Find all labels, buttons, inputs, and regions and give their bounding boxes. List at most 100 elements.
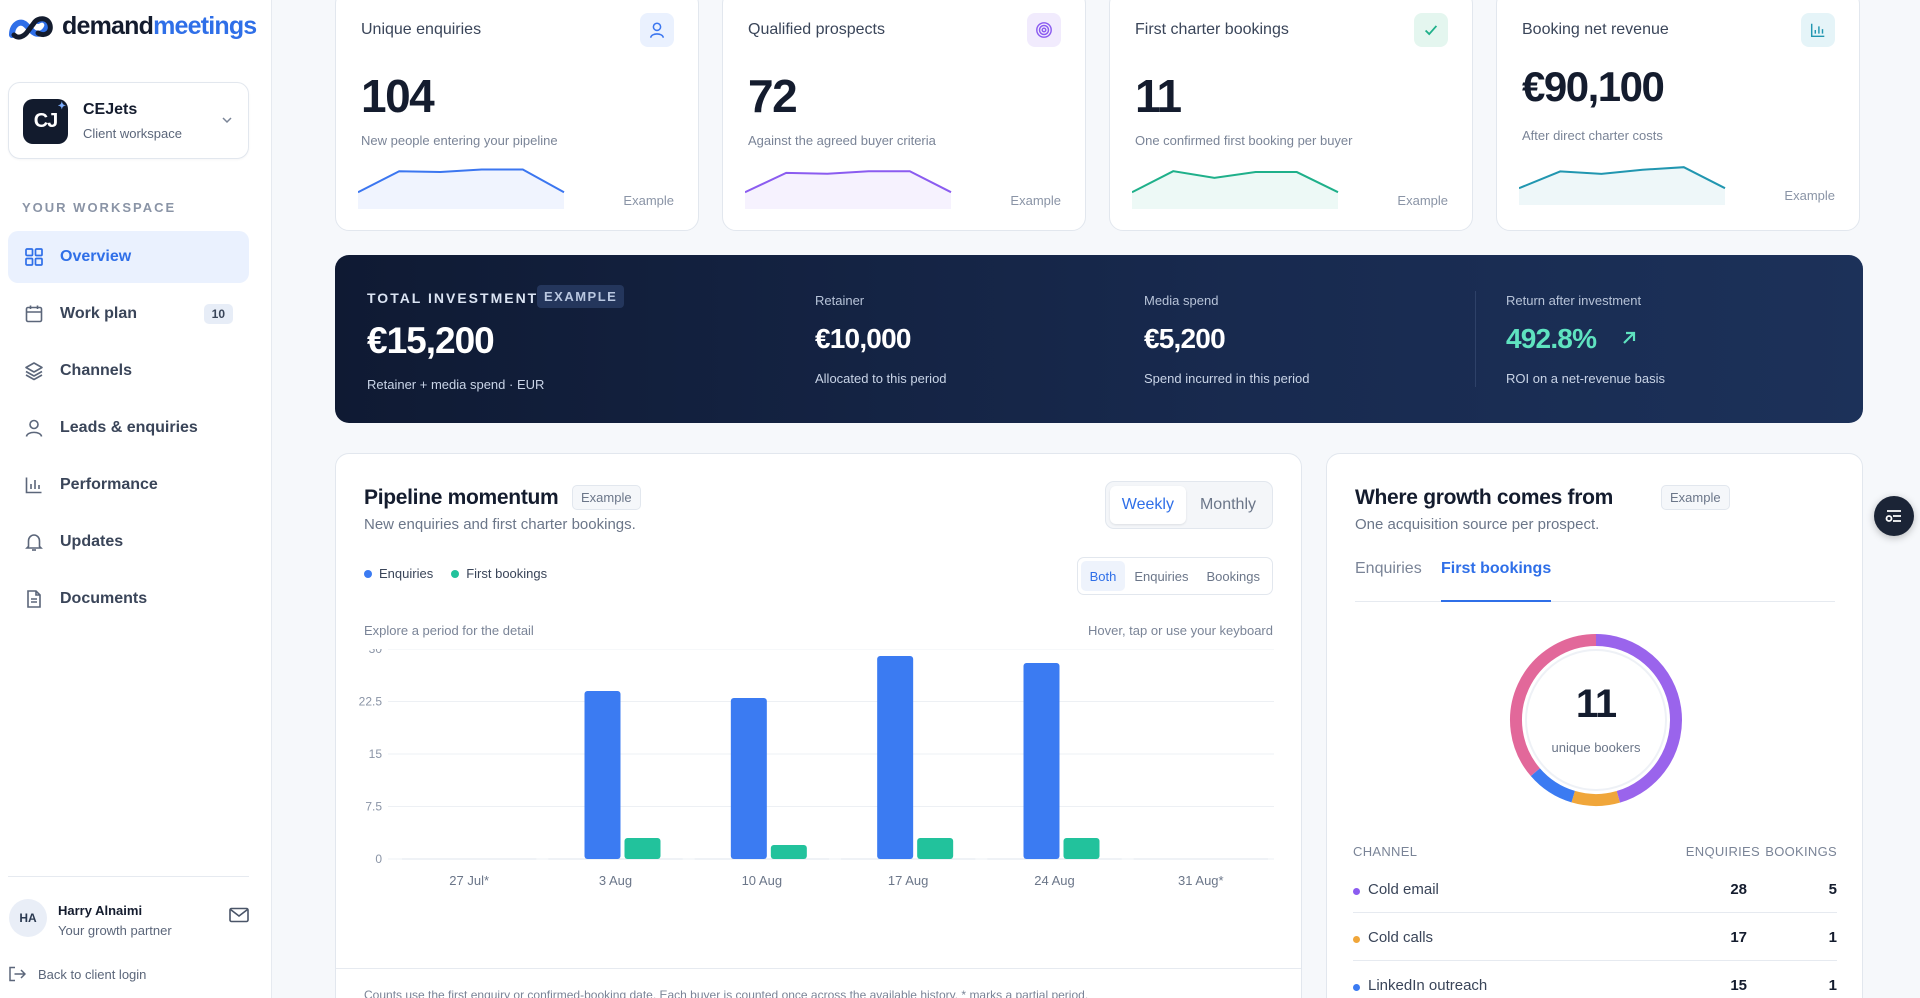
investment-summary-banner: TOTAL INVESTMENT EXAMPLE €15,200 Retaine… xyxy=(335,255,1863,423)
tab-first-bookings[interactable]: First bookings xyxy=(1441,560,1552,602)
sidebar-item-channels[interactable]: Channels xyxy=(8,345,249,397)
weekly-option[interactable]: Weekly xyxy=(1109,486,1186,524)
bookings-donut-chart[interactable] xyxy=(1502,626,1690,814)
bar-enquiries[interactable] xyxy=(1023,663,1060,859)
filter-both[interactable]: Both xyxy=(1080,561,1126,591)
donut-segment[interactable] xyxy=(1595,634,1682,803)
retainer-subtitle: Allocated to this period xyxy=(815,371,947,386)
chart-footnote: Counts use the first enquiry or confirme… xyxy=(364,988,1089,998)
donut-center-value: 11 xyxy=(1575,682,1617,726)
workspace-switcher[interactable]: CJ ✦ CEJets Client workspace xyxy=(8,82,249,159)
stat-subtitle: One confirmed first booking per buyer xyxy=(1135,133,1353,148)
retainer-value: €10,000 xyxy=(815,323,911,354)
back-to-login-link[interactable]: Back to client login xyxy=(8,966,146,982)
stat-card-first-charter-bookings[interactable]: First charter bookings 11 One confirmed … xyxy=(1109,0,1473,231)
tab-enquiries[interactable]: Enquiries xyxy=(1355,560,1422,577)
panel-footer-divider xyxy=(336,968,1301,969)
pipeline-bar-chart[interactable]: 0 7.5 15 22.5 30 27 Jul* 3 Aug 10 Aug 17 Aug 24 A… xyxy=(336,649,1303,919)
sidebar-item-updates[interactable]: Updates xyxy=(8,516,249,568)
sidebar-item-label: Updates xyxy=(60,533,124,550)
investment-total-value: €15,200 xyxy=(367,320,495,361)
media-spend-label: Media spend xyxy=(1144,293,1219,308)
logout-icon xyxy=(9,966,26,982)
channel-name: LinkedIn outreach xyxy=(1368,977,1488,994)
bar-first-bookings[interactable] xyxy=(624,838,661,859)
mail-icon[interactable] xyxy=(229,907,249,923)
panel-title: Where growth comes from xyxy=(1355,486,1613,509)
table-row[interactable]: Cold calls 17 1 xyxy=(1353,914,1837,961)
x-tick-label: 17 Aug xyxy=(888,873,929,888)
channel-color-dot xyxy=(1353,888,1360,895)
stat-value: €90,100 xyxy=(1522,63,1665,110)
example-label: Example xyxy=(623,193,674,208)
sidebar-item-label: Documents xyxy=(60,590,148,607)
stat-title: Booking net revenue xyxy=(1522,21,1669,38)
filter-enquiries[interactable]: Enquiries xyxy=(1134,568,1189,584)
document-icon xyxy=(24,589,44,609)
retainer-label: Retainer xyxy=(815,293,865,308)
work-plan-count-badge: 10 xyxy=(203,304,233,324)
stat-card-qualified-prospects[interactable]: Qualified prospects 72 Against the agree… xyxy=(722,0,1086,231)
example-label: Example xyxy=(1397,193,1448,208)
investment-label: TOTAL INVESTMENT xyxy=(367,290,539,306)
bar-first-bookings[interactable] xyxy=(770,845,807,859)
grid-icon xyxy=(24,247,44,267)
bar-chart-icon xyxy=(24,475,44,495)
table-row[interactable]: LinkedIn outreach 15 1 xyxy=(1353,962,1837,998)
sidebar-item-label: Channels xyxy=(60,362,133,379)
stat-value: 72 xyxy=(748,70,798,122)
stat-subtitle: New people entering your pipeline xyxy=(361,133,558,148)
donut-segment[interactable] xyxy=(1510,634,1597,777)
bar-enquiries[interactable] xyxy=(584,691,621,859)
header-enquiries: ENQUIRIES xyxy=(1685,844,1760,859)
brand-name-part2: meetings xyxy=(153,12,257,40)
media-spend-subtitle: Spend incurred in this period xyxy=(1144,371,1310,386)
settings-toggle-icon[interactable] xyxy=(1874,496,1914,536)
stat-card-unique-enquiries[interactable]: Unique enquiries 104 New people entering… xyxy=(335,0,699,231)
media-spend-metric: Media spend €5,200 Spend incurred in thi… xyxy=(1144,293,1310,386)
layers-icon xyxy=(24,361,44,381)
donut-segment[interactable] xyxy=(1530,768,1576,803)
growth-sources-panel: Where growth comes from Example One acqu… xyxy=(1326,453,1863,998)
sidebar-item-performance[interactable]: Performance xyxy=(8,459,249,511)
monthly-option[interactable]: Monthly xyxy=(1199,496,1256,513)
donut-center-label: unique bookers xyxy=(1551,740,1641,755)
bar-enquiries[interactable] xyxy=(877,656,914,859)
sparkline-chart xyxy=(745,170,952,209)
donut-segment[interactable] xyxy=(1571,790,1620,806)
filter-bookings[interactable]: Bookings xyxy=(1206,568,1260,584)
banner-divider xyxy=(1475,291,1476,387)
bar-enquiries[interactable] xyxy=(730,698,767,859)
stat-value: 104 xyxy=(361,70,435,122)
sparkline-line xyxy=(1132,170,1339,194)
sparkline-area xyxy=(1132,171,1338,209)
arrow-up-right-icon xyxy=(1623,331,1636,344)
sidebar-item-label: Work plan xyxy=(60,305,138,322)
header-channel: CHANNEL xyxy=(1353,844,1418,859)
sidebar-item-overview[interactable]: Overview xyxy=(8,231,249,283)
channel-color-dot xyxy=(1353,936,1360,943)
channel-color-dot xyxy=(1353,984,1360,991)
media-spend-value: €5,200 xyxy=(1144,323,1226,354)
chevron-down-icon xyxy=(222,115,232,127)
sidebar-item-work-plan[interactable]: Work plan 10 xyxy=(8,288,249,340)
bar-first-bookings[interactable] xyxy=(917,838,954,859)
roi-value: 492.8% xyxy=(1506,323,1597,354)
sidebar-item-documents[interactable]: Documents xyxy=(8,573,249,625)
brand-logo[interactable]: demandmeetings xyxy=(8,12,257,41)
user-role: Your growth partner xyxy=(58,923,172,938)
period-toggle: Weekly Monthly xyxy=(1104,481,1273,529)
table-row[interactable]: Cold email 28 5 xyxy=(1353,866,1837,913)
channel-bookings: 1 xyxy=(1828,929,1837,946)
stat-card-booking-net-revenue[interactable]: Booking net revenue €90,100 After direct… xyxy=(1496,0,1860,231)
y-tick-label: 22.5 xyxy=(359,695,383,709)
example-tag: EXAMPLE xyxy=(537,285,625,308)
bell-icon xyxy=(24,532,44,552)
workspace-initials: CJ xyxy=(33,110,59,132)
sidebar-item-leads[interactable]: Leads & enquiries xyxy=(8,402,249,454)
user-avatar: HA xyxy=(9,899,47,937)
workspace-name: CEJets xyxy=(83,101,138,118)
channel-name: Cold email xyxy=(1368,881,1439,898)
workspace-subtitle: Client workspace xyxy=(83,126,182,141)
bar-first-bookings[interactable] xyxy=(1063,838,1100,859)
